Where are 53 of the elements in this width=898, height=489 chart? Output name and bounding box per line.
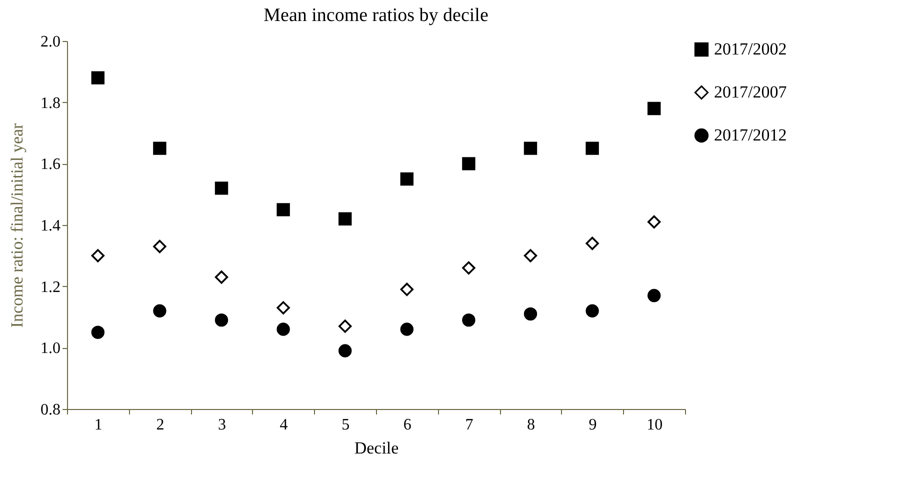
x-axis-title: Decile (354, 438, 399, 458)
point (214, 270, 228, 284)
y-tick-label: 1.0 (40, 340, 60, 358)
chart-title: Mean income ratios by decile (264, 5, 488, 26)
y-axis-title: Income ratio: final/initial year (8, 122, 26, 328)
point (586, 142, 599, 155)
point (400, 282, 414, 296)
point (153, 304, 166, 318)
x-tick-label: 5 (342, 416, 350, 434)
y-tick-label: 0.8 (40, 402, 60, 418)
legend-label: 2017/2012 (714, 126, 787, 144)
point (524, 249, 538, 262)
y-tick-label: 2.0 (40, 34, 60, 50)
point (91, 326, 104, 339)
x-tick-label: 10 (646, 416, 663, 434)
point (586, 236, 599, 250)
point (462, 261, 476, 275)
point (153, 142, 166, 155)
x-tick-label: 6 (403, 416, 412, 434)
point (524, 142, 538, 155)
x-tick-label: 3 (218, 416, 226, 434)
y-tick-label: 1.4 (40, 218, 60, 234)
point (214, 182, 228, 195)
x-tick-label: 7 (465, 416, 474, 434)
point (214, 313, 228, 327)
point (91, 71, 104, 84)
point (338, 212, 352, 226)
point (400, 172, 414, 186)
x-tick-label: 1 (94, 416, 102, 434)
y-tick-label: 1.6 (40, 156, 60, 174)
point (276, 322, 290, 336)
legend-label: 2017/2002 (714, 40, 787, 58)
point (338, 344, 352, 358)
point (524, 307, 538, 321)
point (462, 313, 476, 327)
point (586, 304, 599, 318)
y-tick-label: 1.2 (40, 278, 60, 296)
x-tick-label: 2 (156, 416, 164, 434)
point (276, 301, 290, 314)
point (276, 203, 290, 216)
y-tick-label: 1.8 (40, 94, 60, 112)
legend-label: 2017/2007 (714, 82, 788, 102)
point (648, 215, 661, 229)
x-tick-label: 8 (527, 416, 535, 434)
x-tick-label: 4 (280, 416, 288, 434)
point (462, 157, 476, 170)
point (338, 320, 352, 333)
point (91, 249, 104, 262)
point (400, 322, 414, 336)
point (153, 240, 166, 254)
point (648, 288, 661, 302)
x-tick-label: 9 (588, 416, 597, 434)
point (648, 102, 661, 116)
